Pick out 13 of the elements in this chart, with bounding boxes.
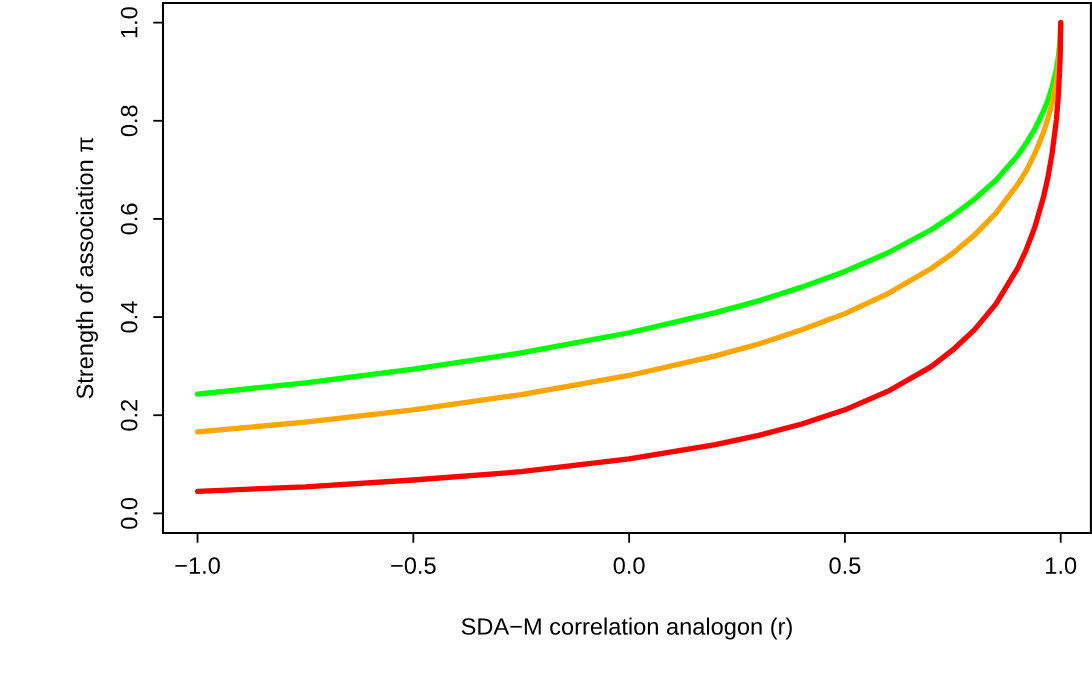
x-tick-label: −0.5: [391, 557, 436, 574]
x-tick-label: 0.0: [613, 557, 645, 574]
y-tick-label: 0.8: [120, 105, 138, 137]
y-tick-label: 0.0: [120, 497, 138, 529]
x-axis-title: SDA−M correlation analogon (r): [461, 617, 792, 640]
y-axis-title: Strength of association π: [75, 137, 98, 399]
y-tick-label: 0.4: [120, 301, 138, 333]
x-tick-label: −1.0: [175, 557, 220, 574]
x-tick-label: 0.5: [829, 557, 861, 574]
x-tick-label: 1.0: [1046, 557, 1077, 574]
y-tick-label: 1.0: [120, 7, 138, 38]
y-tick-label: 0.6: [120, 203, 138, 235]
y-tick-label: 0.2: [120, 399, 138, 431]
